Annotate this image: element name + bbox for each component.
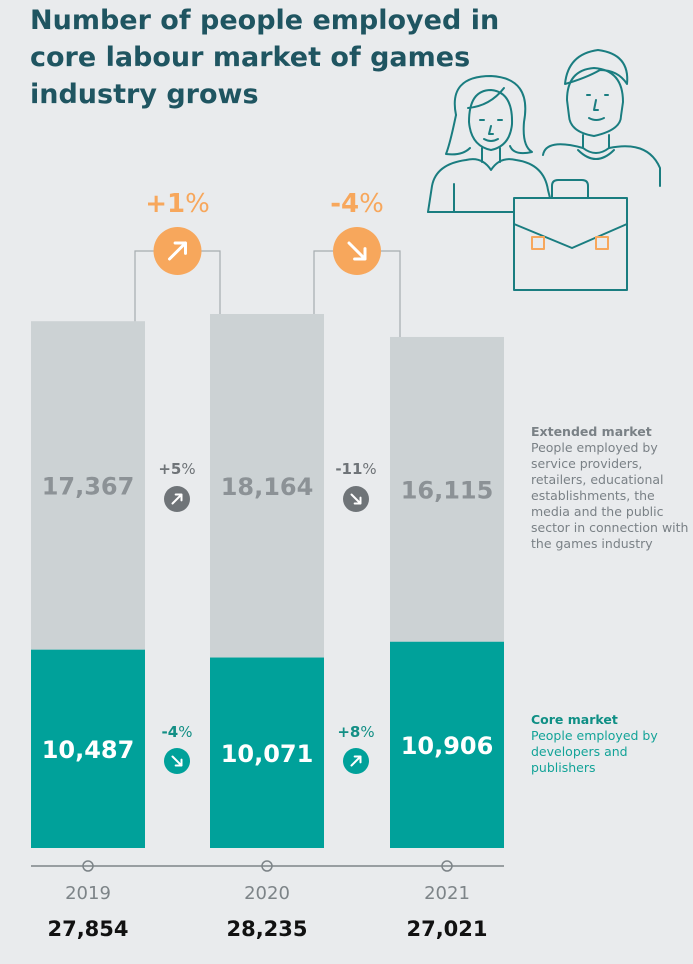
total-change-connector-1	[313, 250, 401, 337]
category-label-2021: 2021	[424, 883, 470, 904]
total-change-connector-0	[134, 250, 221, 322]
category-label-2019: 2019	[65, 883, 111, 904]
arrow-down-right-icon	[350, 493, 362, 505]
extended-change-unit-0: %	[181, 460, 195, 478]
total-change-unit-0: %	[185, 189, 210, 219]
extended-change-unit-1: %	[362, 460, 376, 478]
legend-core-text: People employed by developers and publis…	[531, 728, 658, 775]
total-label-2020: 28,235	[226, 917, 307, 941]
bar-extended-2019	[31, 321, 145, 650]
bar-core-2020	[210, 657, 324, 848]
legend-extended-text: People employed by service providers, re…	[531, 440, 689, 551]
value-label-extended-2021: 16,115	[401, 476, 494, 504]
legend-extended: Extended market People employed by servi…	[531, 424, 691, 552]
total-label-2019: 27,854	[47, 917, 128, 941]
legend-core: Core market People employed by developer…	[531, 712, 691, 776]
arrow-up-right-icon	[168, 241, 187, 261]
core-change-unit-0: %	[178, 723, 192, 741]
legend-extended-heading: Extended market	[531, 424, 652, 439]
legend-core-heading: Core market	[531, 712, 618, 727]
value-label-extended-2020: 18,164	[221, 473, 314, 501]
total-change-value-0: +1	[145, 189, 185, 219]
total-label-2021: 27,021	[406, 917, 487, 941]
bar-extended-2021	[390, 336, 504, 642]
bar-extended-2020	[210, 314, 324, 658]
arrow-up-right-icon	[350, 755, 362, 767]
core-change-value-1: +8	[337, 723, 360, 741]
value-label-core-2021: 10,906	[401, 732, 494, 760]
extended-change-label-1: -11%	[335, 460, 376, 478]
total-change-unit-1: %	[359, 189, 384, 219]
arrow-up-right-icon	[171, 493, 183, 505]
arrow-down-right-icon	[347, 241, 367, 261]
total-change-value-1: -4	[330, 189, 359, 219]
core-change-label-0: -4%	[162, 723, 193, 741]
value-label-core-2020: 10,071	[221, 740, 314, 768]
core-change-label-1: +8%	[337, 723, 374, 741]
bar-core-2021	[390, 641, 504, 848]
value-label-extended-2019: 17,367	[42, 472, 135, 500]
total-change-label-0: +1%	[145, 189, 210, 219]
bar-core-2019	[31, 649, 145, 848]
arrow-down-right-icon	[171, 755, 183, 767]
extended-change-value-1: -11	[335, 460, 362, 478]
core-change-unit-1: %	[360, 723, 374, 741]
value-label-core-2019: 10,487	[42, 736, 135, 764]
extended-change-label-0: +5%	[158, 460, 195, 478]
core-change-value-0: -4	[162, 723, 179, 741]
category-label-2020: 2020	[244, 883, 290, 904]
total-change-label-1: -4%	[330, 189, 384, 219]
extended-change-value-0: +5	[158, 460, 181, 478]
chart-title: Number of people employed in core labour…	[30, 5, 500, 110]
people-with-briefcase-icon	[427, 49, 661, 291]
